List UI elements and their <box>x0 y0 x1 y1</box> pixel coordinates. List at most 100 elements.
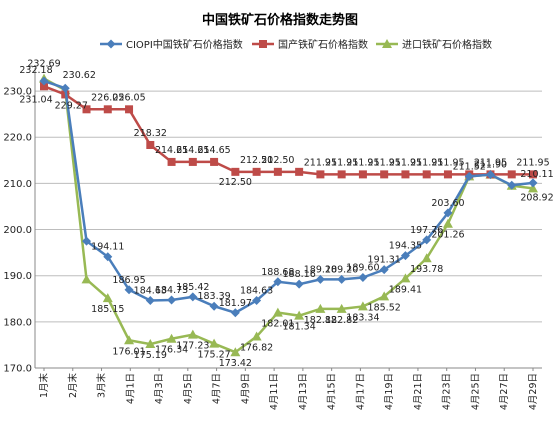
series-layer <box>39 73 538 357</box>
data-label: 226.05 <box>91 92 124 103</box>
x-tick-label: 4月9日 <box>240 373 251 404</box>
data-label: 182.82 <box>325 315 358 326</box>
legend-label: CIOPI中国铁矿石价格指数 <box>126 38 243 51</box>
x-axis-ticks: 1月末 2月末 3月末 4月1日 4月3日 4月5日 4月7日 4月9日 4月11日 4月13日 4… <box>38 368 539 410</box>
x-tick-label: 4月1日 <box>125 373 136 404</box>
series-point-2 <box>315 303 326 313</box>
series-point-0 <box>507 180 517 190</box>
x-tick-label: 4月3日 <box>154 373 165 404</box>
data-label: 194.35 <box>389 241 422 252</box>
data-label: 232.18 <box>19 65 52 76</box>
series-line-2 <box>43 77 534 354</box>
data-label: 211.52 <box>453 161 486 172</box>
data-label: 182.01 <box>261 319 294 330</box>
data-label: 177.23 <box>176 341 209 352</box>
data-label: 218.32 <box>134 128 167 139</box>
data-label: 229.27 <box>55 100 88 111</box>
series-point-2 <box>336 303 347 313</box>
data-label: 175.27 <box>197 350 230 361</box>
data-label: 211.95 <box>368 157 401 168</box>
data-label: 214.65 <box>155 145 188 156</box>
data-label: 214.65 <box>197 145 230 156</box>
y-tick-label: 170.0 <box>3 364 32 375</box>
series-point-1 <box>82 105 91 114</box>
series-point-0 <box>315 274 325 284</box>
y-tick-label: 210.0 <box>3 179 32 190</box>
data-label: 176.01 <box>112 346 145 357</box>
data-label: 185.15 <box>91 304 124 315</box>
y-tick-label: 230.0 <box>3 87 32 98</box>
x-tick-label: 4月13日 <box>298 373 309 410</box>
series-point-1 <box>422 170 431 179</box>
data-label: 185.42 <box>176 282 209 293</box>
x-tick-label: 4月23日 <box>442 373 453 410</box>
data-label: 189.60 <box>346 263 379 274</box>
data-label: 231.04 <box>19 94 52 105</box>
legend-label: 进口铁矿石价格指数 <box>402 38 492 51</box>
data-label: 184.63 <box>240 285 273 296</box>
series-point-1 <box>529 170 537 179</box>
series-point-1 <box>401 170 410 179</box>
x-tick-label: 4月11日 <box>269 373 280 410</box>
data-label: 226.05 <box>112 92 145 103</box>
series-point-1 <box>443 170 452 179</box>
series-0 <box>39 76 538 318</box>
series-point-2 <box>81 274 92 284</box>
series-point-2 <box>528 183 538 193</box>
series-point-1 <box>125 105 134 114</box>
series-2 <box>39 73 538 357</box>
y-axis-ticks: 170.0 180.0 190.0 200.0 210.0 220.0 230.0 <box>3 87 32 375</box>
series-point-0 <box>60 83 70 93</box>
data-label: 173.42 <box>219 358 252 369</box>
series-point-1 <box>316 170 325 179</box>
series-point-1 <box>337 170 346 179</box>
series-point-2 <box>382 39 392 48</box>
data-label: 185.52 <box>368 302 401 313</box>
x-tick-label: 4月25日 <box>470 373 481 410</box>
data-label: 211.95 <box>516 157 549 168</box>
data-label: 183.39 <box>197 291 230 302</box>
series-point-0 <box>358 273 368 283</box>
series-point-0 <box>273 277 283 287</box>
axes <box>34 68 542 369</box>
x-tick-label: 4月19日 <box>384 373 395 410</box>
data-label: 211.95 <box>410 157 443 168</box>
series-point-0 <box>82 236 92 246</box>
data-label: 214.65 <box>176 145 209 156</box>
data-label: 182.82 <box>304 315 337 326</box>
data-label-layer: 232.18 230.62194.11186.95184.63184.73185.… <box>19 59 553 370</box>
series-point-0 <box>252 295 262 305</box>
data-label: 210.11 <box>520 169 553 180</box>
series-point-2 <box>442 218 453 228</box>
data-label: 211.95 <box>474 157 507 168</box>
data-label: 203.60 <box>431 198 464 209</box>
chart-title: 中国铁矿石价格指数走势图 <box>202 12 358 28</box>
x-tick-label: 2月末 <box>67 373 79 399</box>
series-point-2 <box>357 301 368 311</box>
series-point-2 <box>102 293 113 303</box>
data-label: 175.19 <box>134 350 167 361</box>
data-label: 211.95 <box>304 157 337 168</box>
series-point-0 <box>188 292 198 302</box>
x-tick-label: 4月15日 <box>327 373 338 410</box>
series-point-0 <box>230 308 240 318</box>
data-label: 193.78 <box>410 264 443 275</box>
series-point-2 <box>209 338 220 348</box>
series-point-1 <box>167 157 176 166</box>
series-point-2 <box>294 310 305 320</box>
data-label: 189.41 <box>389 284 422 295</box>
series-point-0 <box>379 265 389 275</box>
series-line-0 <box>43 79 534 315</box>
series-point-0 <box>167 295 177 305</box>
data-label: 212.50 <box>261 155 294 166</box>
series-point-2 <box>230 347 241 357</box>
data-label: 230.62 <box>63 70 96 81</box>
series-point-2 <box>400 273 411 283</box>
series-point-0 <box>464 171 474 181</box>
data-label: 181.97 <box>219 298 252 309</box>
series-point-1 <box>358 170 367 179</box>
series-point-0 <box>485 170 495 180</box>
x-tick-label: 4月17日 <box>355 373 366 410</box>
data-label: 211.95 <box>389 157 422 168</box>
